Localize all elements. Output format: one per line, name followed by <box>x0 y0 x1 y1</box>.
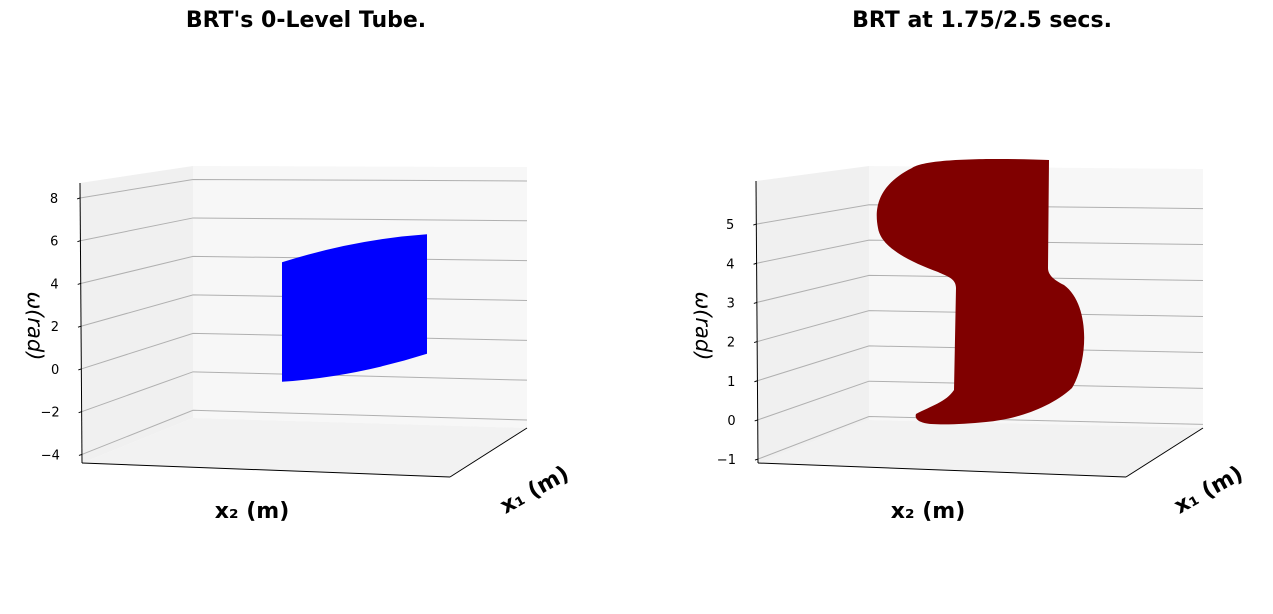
plot-3d-axes: −4 −2 0 2 4 6 8 x₂ (m) x₁ (m) ω(rad) <box>23 166 574 524</box>
z-tick-label: 4 <box>50 277 58 292</box>
grid-line <box>756 204 1204 225</box>
x2-axis-label: x₂ (m) <box>891 499 966 524</box>
z-tick-mark <box>78 368 82 371</box>
z-tick-mark <box>753 301 758 304</box>
plot-3d-axes: −1 0 1 2 3 4 5 x₂ (m) x₁ (m) ω(rad) <box>691 158 1248 524</box>
z-tick-label: 1 <box>727 375 735 390</box>
z-tick-mark <box>754 380 758 383</box>
grid-line <box>80 178 528 199</box>
z-tick-label: 0 <box>51 363 59 378</box>
grid-line <box>757 415 1204 460</box>
grid-line <box>757 345 1204 382</box>
x1-axis-line <box>449 427 528 478</box>
z-axis-label: ω(rad) <box>691 292 715 361</box>
brt-surface <box>876 158 1085 425</box>
z-axis-line <box>79 182 83 464</box>
z-tick-mark <box>77 325 82 328</box>
grid-line <box>757 380 1204 421</box>
z-tick-label: −1 <box>717 453 736 468</box>
z-axis-line <box>755 180 759 464</box>
grid-line <box>756 274 1204 303</box>
x1-axis-label: x₁ (m) <box>496 461 573 519</box>
z-tick-mark <box>77 240 81 243</box>
z-tick-label: 6 <box>50 235 58 250</box>
z-tick-mark <box>77 282 81 285</box>
z-tick-mark <box>78 453 83 456</box>
chart-title: BRT at 1.75/2.5 secs. <box>852 8 1112 33</box>
z-tick-mark <box>754 458 759 461</box>
x1-axis-line <box>1125 427 1204 478</box>
z-tick-label: 8 <box>50 192 58 207</box>
z-tick-mark <box>78 411 82 414</box>
grid-line <box>81 409 528 455</box>
grid-line <box>756 239 1204 264</box>
z-tick-mark <box>76 197 81 200</box>
z-tick-label: −2 <box>40 406 59 421</box>
grid-line <box>81 371 528 413</box>
x2-axis-line <box>757 462 1127 478</box>
z-axis-label: ω(rad) <box>23 292 47 361</box>
grid-line <box>80 217 528 242</box>
chart-title: BRT's 0-Level Tube. <box>185 8 427 33</box>
x2-axis-line <box>81 462 451 478</box>
x2-axis-label: x₂ (m) <box>215 499 290 524</box>
grid-line <box>757 310 1204 343</box>
floor-pane <box>82 418 527 477</box>
z-tick-mark <box>753 262 757 265</box>
z-tick-label: 2 <box>51 320 59 335</box>
z-tick-label: −4 <box>41 448 60 463</box>
z-tick-label: 0 <box>727 414 735 429</box>
x1-axis-label: x₁ (m) <box>1170 461 1247 519</box>
z-tick-mark <box>753 223 757 226</box>
z-tick-mark <box>754 419 758 422</box>
chart-panel-tube: BRT's 0-Level Tube. −4 −2 0 2 4 6 8 x₂ (m) x₁ (m… <box>0 0 636 610</box>
z-tick-label: 5 <box>726 218 734 233</box>
z-tick-label: 3 <box>727 296 735 311</box>
floor-pane <box>758 420 1203 477</box>
left-pane <box>80 166 193 463</box>
tube-surface <box>282 234 427 382</box>
z-tick-label: 2 <box>727 336 735 351</box>
z-tick-label: 4 <box>726 257 734 272</box>
chart-panel-brt: BRT at 1.75/2.5 secs. −1 0 1 2 3 4 5 x₂ (m) x₁ (… <box>676 0 1273 610</box>
z-tick-mark <box>753 341 758 344</box>
left-pane <box>756 166 869 463</box>
